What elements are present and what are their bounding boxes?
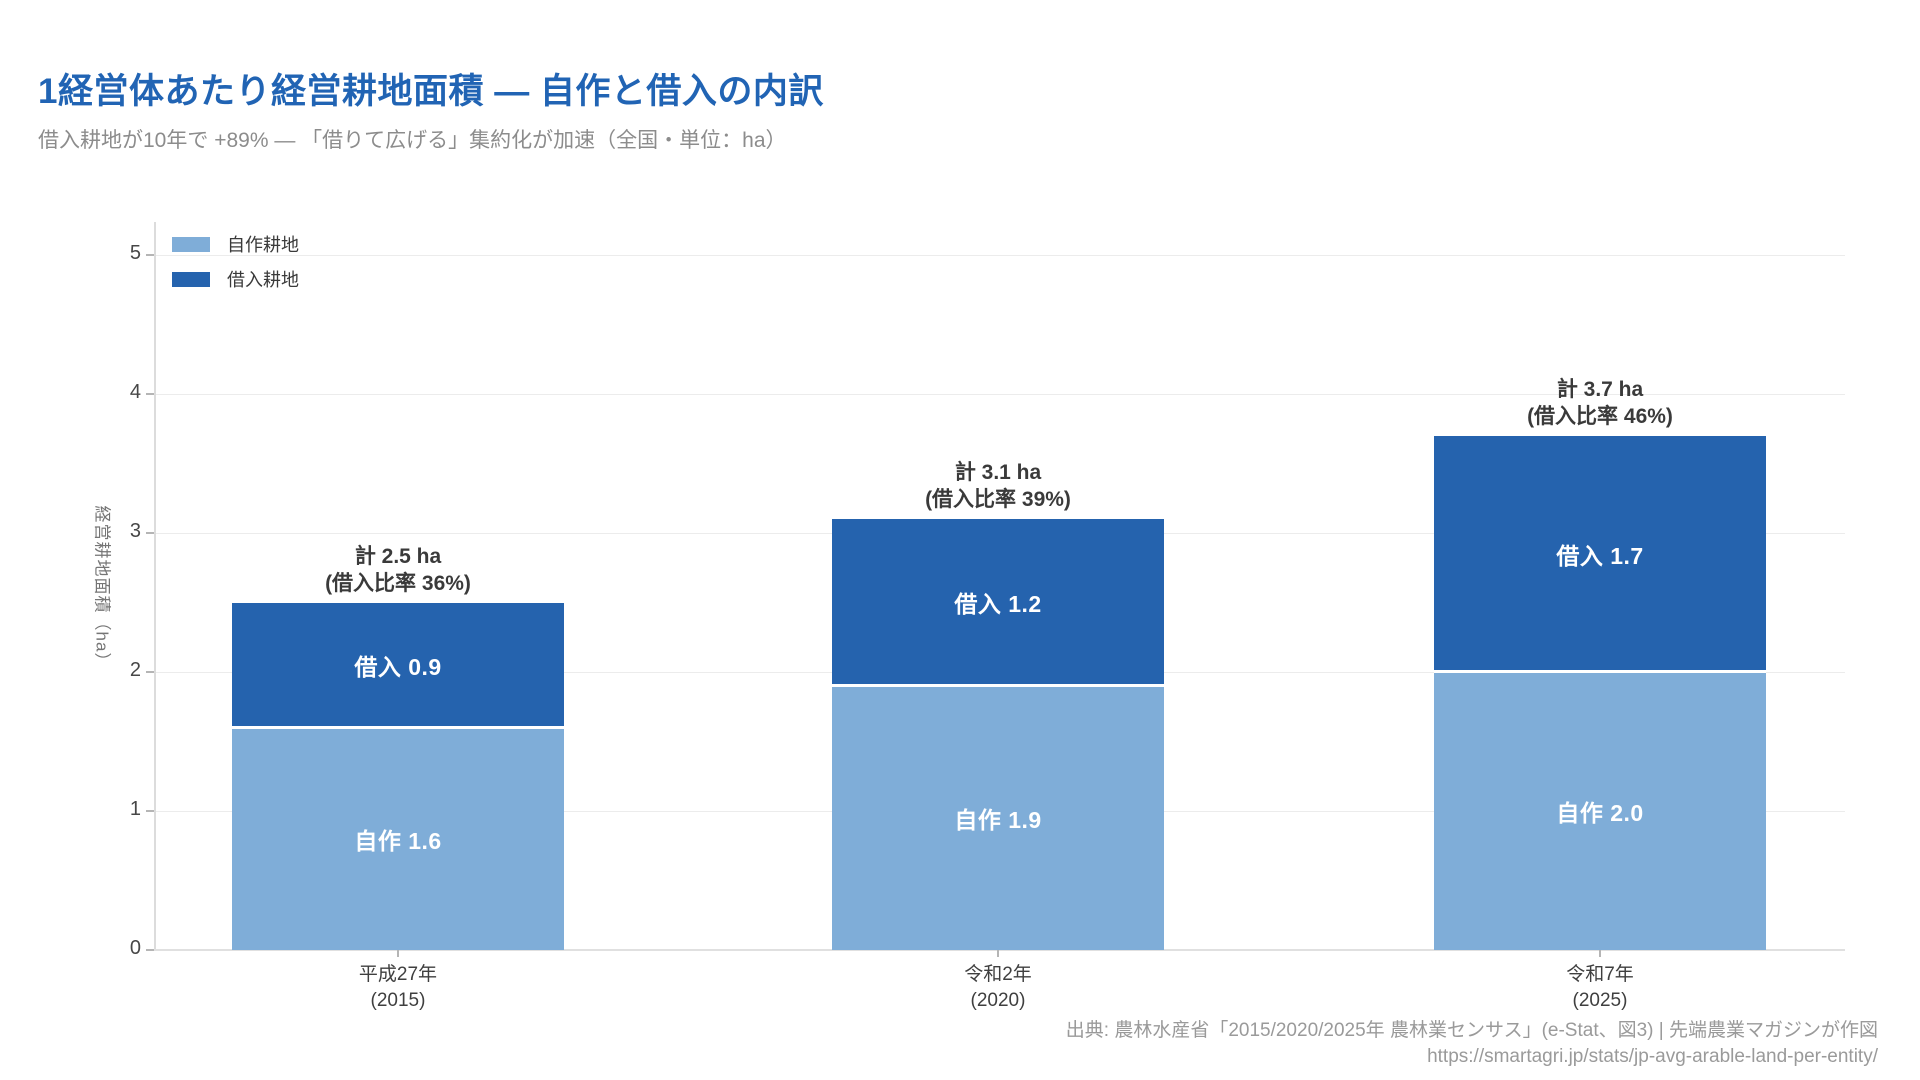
y-tick-label: 2 — [129, 659, 141, 681]
bar-segment-own: 自作 1.6 — [232, 727, 564, 950]
bar-segment-rent: 借入 0.9 — [232, 602, 564, 728]
rent-segment-label: 借入 0.9 — [354, 654, 442, 681]
own-segment-label: 自作 1.6 — [354, 827, 442, 854]
bar-segment-own: 自作 2.0 — [1434, 672, 1766, 950]
x-axis-tick — [1599, 950, 1601, 957]
legend-row: 自作耕地 — [172, 231, 299, 257]
x-axis-tick — [397, 950, 399, 957]
category-year-line: (2015) — [370, 990, 426, 1012]
page-subtitle: 借入耕地が10年で +89% — 「借りて広げる」集約化が加速（全国・単位：ha… — [38, 129, 787, 152]
category-year-line: (2020) — [970, 990, 1026, 1012]
total-ha-line: 計 3.7 ha — [1556, 377, 1644, 401]
legend-swatch-rent — [172, 271, 210, 287]
total-ha-line: 計 2.5 ha — [354, 544, 442, 568]
rent-ratio-line: (借入比率 36%) — [325, 571, 471, 595]
bar-total-label: 計 2.5 ha (借入比率 36%) — [198, 543, 598, 597]
own-segment-label: 自作 1.9 — [954, 806, 1042, 833]
y-gridline — [155, 254, 1845, 256]
category-era-line: 平成27年 — [358, 964, 438, 985]
category-year-line: (2025) — [1572, 990, 1628, 1012]
bar-segment-rent: 借入 1.7 — [1434, 435, 1766, 672]
bar-total-label: 計 3.1 ha (借入比率 39%) — [798, 459, 1198, 513]
rent-ratio-line: (借入比率 46%) — [1527, 404, 1673, 428]
legend-label: 借入耕地 — [227, 270, 299, 290]
source-line-2: https://smartagri.jp/stats/jp-avg-arable… — [1427, 1046, 1878, 1067]
y-axis-tick — [146, 254, 154, 256]
y-tick-label: 5 — [129, 242, 141, 264]
x-tick-label: 令和7年 (2025) — [1400, 962, 1800, 1014]
x-tick-label: 平成27年 (2015) — [198, 962, 598, 1014]
y-axis-tick — [146, 810, 154, 812]
rent-segment-label: 借入 1.2 — [954, 591, 1042, 618]
y-axis-line — [154, 222, 156, 950]
y-tick-label: 1 — [129, 798, 141, 820]
y-tick-label: 4 — [129, 381, 141, 403]
x-tick-label: 令和2年 (2020) — [798, 962, 1198, 1014]
rent-segment-label: 借入 1.7 — [1556, 542, 1644, 569]
segment-divider — [832, 683, 1164, 687]
y-axis-tick — [146, 671, 154, 673]
chart-legend: 自作耕地 借入耕地 — [172, 231, 299, 301]
rent-ratio-line: (借入比率 39%) — [925, 488, 1071, 512]
category-era-line: 令和7年 — [1566, 964, 1634, 985]
source-line-1: 出典: 農林水産省「2015/2020/2025年 農林業センサス」(e-Sta… — [1065, 1020, 1878, 1041]
y-axis-tick — [146, 949, 154, 951]
page-title: 1経営体あたり経営耕地面積 — 自作と借入の内訳 — [38, 72, 824, 112]
bar-segment-own: 自作 1.9 — [832, 685, 1164, 950]
legend-swatch-own — [172, 236, 210, 252]
y-tick-label: 0 — [129, 937, 141, 959]
y-axis-title: 経営耕地面積（ha） — [92, 505, 112, 671]
legend-row: 借入耕地 — [172, 266, 299, 292]
y-axis-tick — [146, 532, 154, 534]
y-gridline — [155, 393, 1845, 395]
category-era-line: 令和2年 — [964, 964, 1032, 985]
bar-segment-rent: 借入 1.2 — [832, 519, 1164, 686]
y-axis-tick — [146, 393, 154, 395]
total-ha-line: 計 3.1 ha — [954, 461, 1042, 485]
own-segment-label: 自作 2.0 — [1556, 800, 1644, 826]
source-note: 出典: 農林水産省「2015/2020/2025年 農林業センサス」(e-Sta… — [1066, 1018, 1878, 1070]
x-axis-tick — [997, 950, 999, 957]
x-axis-line — [154, 949, 1845, 951]
segment-divider — [232, 725, 564, 729]
bar-total-label: 計 3.7 ha (借入比率 46%) — [1400, 376, 1800, 430]
segment-divider — [1434, 670, 1766, 673]
legend-label: 自作耕地 — [227, 235, 299, 255]
y-tick-label: 3 — [129, 520, 141, 542]
